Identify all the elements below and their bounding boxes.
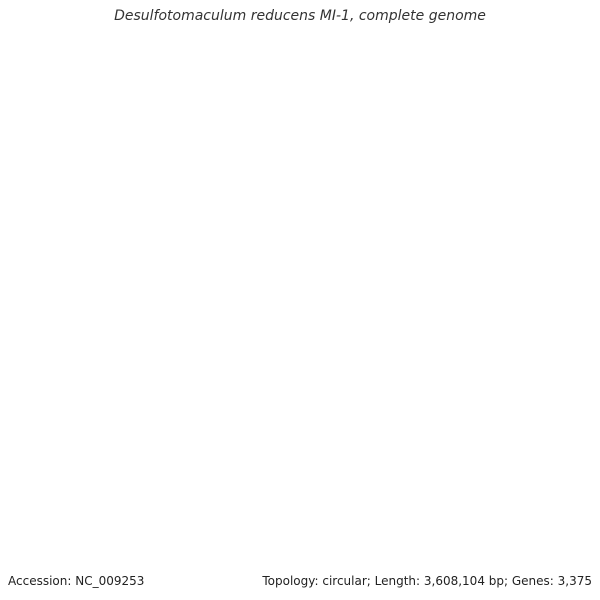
genome-summary: Topology: circular; Length: 3,608,104 bp… <box>262 574 592 588</box>
accession-label: Accession: NC_009253 <box>8 574 145 588</box>
map-title: Desulfotomaculum reducens MI-1, complete… <box>114 8 486 24</box>
